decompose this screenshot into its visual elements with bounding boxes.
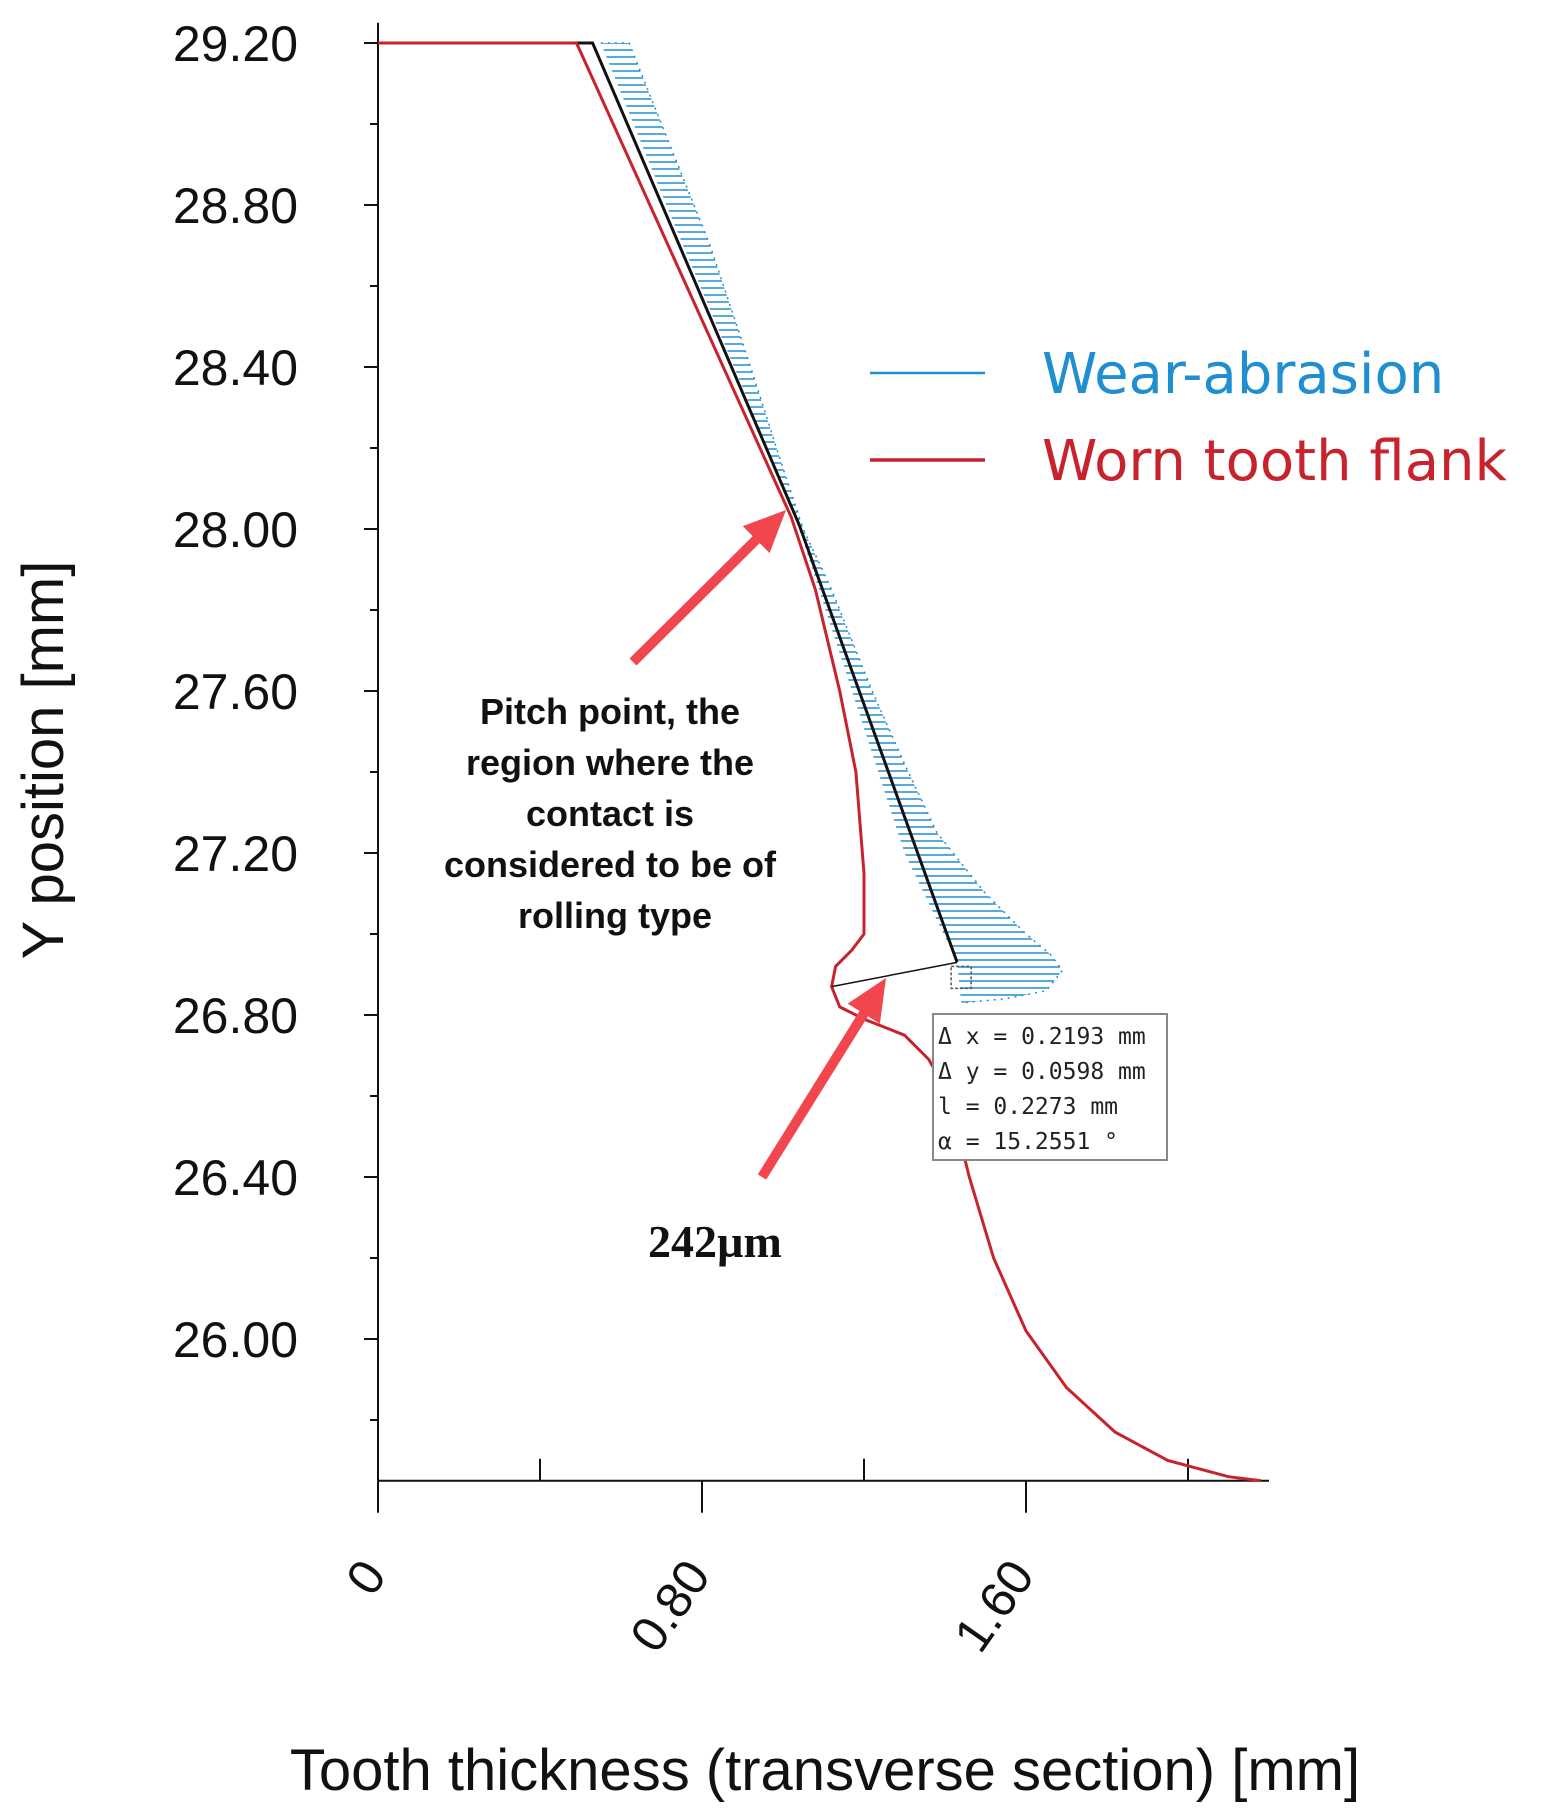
pitch-point-annotation: Pitch point, the region where the contac… bbox=[444, 691, 786, 936]
measurement-line bbox=[831, 961, 958, 988]
wear-depth-arrow bbox=[757, 978, 886, 1180]
y-tick-label: 26.40 bbox=[173, 1150, 298, 1206]
y-tick-label: 29.20 bbox=[173, 16, 298, 72]
measurement-length: l = 0.2273 mm bbox=[938, 1094, 1118, 1120]
measurement-handle bbox=[950, 965, 972, 990]
y-axis-ticks: 29.20 28.80 28.40 28.00 27.60 27.20 26.80 26.40… bbox=[173, 16, 378, 1421]
x-axis-ticks: 0 0.80 1.60 bbox=[335, 1458, 1189, 1662]
wear-depth-label: 242µm bbox=[648, 1216, 782, 1267]
y-tick-label: 28.00 bbox=[173, 502, 298, 558]
measurement-readout-frame bbox=[932, 1013, 1168, 1161]
legend-label-worn-tooth-flank: Worn tooth flank bbox=[1042, 429, 1507, 494]
measurement-tool bbox=[831, 961, 972, 990]
pitch-point-line-4: considered to be of bbox=[444, 844, 777, 885]
y-tick-label: 26.80 bbox=[173, 988, 298, 1044]
measurement-readout: Δ x = 0.2193 mm Δ y = 0.0598 mm l = 0.22… bbox=[932, 1013, 1168, 1161]
x-tick-label: 0.80 bbox=[619, 1550, 721, 1662]
measurement-dy: Δ y = 0.0598 mm bbox=[938, 1059, 1146, 1085]
legend: Wear-abrasion Worn tooth flank bbox=[870, 342, 1507, 494]
measurement-angle: α = 15.2551 ° bbox=[938, 1129, 1118, 1155]
axes bbox=[377, 22, 1269, 1482]
pitch-point-line-3: contact is bbox=[526, 793, 694, 834]
y-tick-label: 28.40 bbox=[173, 340, 298, 396]
pitch-point-line-1: Pitch point, the bbox=[480, 691, 740, 732]
y-tick-label: 27.60 bbox=[173, 664, 298, 720]
y-tick-label: 27.20 bbox=[173, 826, 298, 882]
x-tick-label: 1.60 bbox=[943, 1550, 1045, 1662]
pitch-point-arrow bbox=[629, 510, 786, 666]
pitch-point-line-5: rolling type bbox=[518, 895, 712, 936]
legend-label-wear-abrasion: Wear-abrasion bbox=[1042, 342, 1444, 407]
y-tick-label: 26.00 bbox=[173, 1312, 298, 1368]
annotations: Pitch point, the region where the contac… bbox=[444, 510, 886, 1267]
pitch-point-line-2: region where the bbox=[466, 742, 754, 783]
x-axis-title: Tooth thickness (transverse section) [mm… bbox=[290, 1738, 1360, 1803]
x-tick-label: 0 bbox=[335, 1550, 397, 1605]
measurement-dx: Δ x = 0.2193 mm bbox=[938, 1024, 1146, 1050]
y-axis-title: Y position [mm] bbox=[11, 561, 76, 960]
y-tick-label: 28.80 bbox=[173, 178, 298, 234]
